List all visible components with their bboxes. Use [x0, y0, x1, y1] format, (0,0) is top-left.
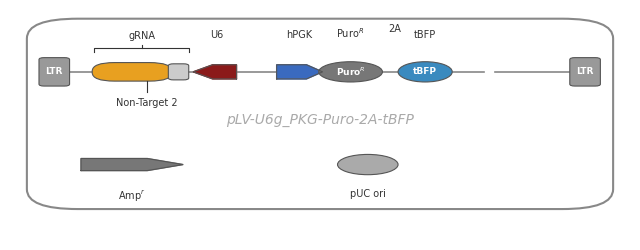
Text: pUC ori: pUC ori: [350, 189, 386, 199]
Polygon shape: [81, 158, 183, 170]
Text: Puro$^R$: Puro$^R$: [337, 26, 365, 40]
FancyBboxPatch shape: [39, 58, 70, 86]
Text: Non-Target 2: Non-Target 2: [116, 98, 177, 108]
FancyBboxPatch shape: [92, 62, 172, 81]
Ellipse shape: [319, 62, 383, 82]
Polygon shape: [193, 65, 237, 79]
Text: tBFP: tBFP: [414, 30, 436, 40]
Text: gRNA: gRNA: [128, 31, 155, 41]
Text: Puro$^R$: Puro$^R$: [336, 66, 365, 78]
FancyBboxPatch shape: [570, 58, 600, 86]
Ellipse shape: [398, 62, 452, 82]
Text: 2A: 2A: [388, 24, 401, 34]
Text: tBFP: tBFP: [413, 67, 437, 76]
Text: U6: U6: [210, 30, 223, 40]
Polygon shape: [276, 65, 323, 79]
Text: pLV-U6g_PKG-Puro-2A-tBFP: pLV-U6g_PKG-Puro-2A-tBFP: [226, 113, 414, 127]
Text: LTR: LTR: [577, 67, 594, 76]
Text: Amp$^r$: Amp$^r$: [118, 189, 146, 204]
Text: hPGK: hPGK: [287, 30, 313, 40]
FancyBboxPatch shape: [168, 64, 189, 80]
Text: LTR: LTR: [45, 67, 63, 76]
Ellipse shape: [337, 154, 398, 175]
